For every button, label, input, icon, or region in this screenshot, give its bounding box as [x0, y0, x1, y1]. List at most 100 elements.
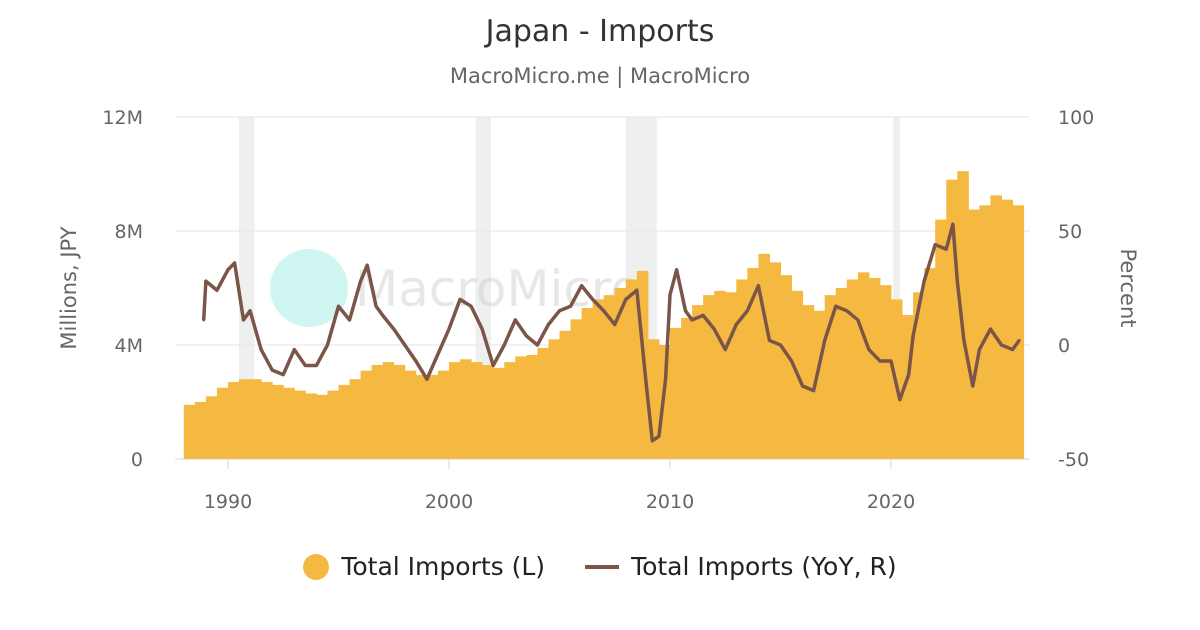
import-bar	[946, 179, 958, 459]
import-bar	[504, 362, 516, 459]
yoy-point	[403, 343, 407, 347]
yoy-point	[650, 439, 654, 443]
yoy-point	[745, 309, 749, 313]
yoy-point	[1000, 343, 1003, 347]
yoy-point	[325, 343, 329, 347]
yoy-point	[602, 309, 606, 313]
import-bar	[813, 310, 826, 459]
import-bar	[802, 305, 815, 459]
import-bar	[1012, 205, 1025, 459]
import-bar	[371, 364, 384, 459]
import-bar	[382, 362, 395, 459]
yoy-point	[491, 364, 495, 368]
yoy-point	[580, 284, 584, 288]
y-left-tick-label: 4M	[115, 335, 143, 357]
import-bar	[415, 374, 428, 459]
yoy-point	[414, 359, 418, 363]
legend: Total Imports (L) Total Imports (YoY, R)	[0, 552, 1200, 581]
x-tick-label: 2020	[867, 491, 915, 513]
chart-title: Japan - Imports	[485, 14, 715, 49]
import-bar	[548, 339, 560, 459]
import-bar	[703, 295, 715, 459]
yoy-point	[878, 359, 882, 363]
import-bar	[924, 268, 936, 459]
legend-item-total-imports-yoy[interactable]: Total Imports (YoY, R)	[585, 552, 897, 581]
yoy-point	[365, 263, 369, 267]
y-left-tick-label: 8M	[115, 221, 143, 243]
import-bar	[857, 272, 870, 459]
yoy-point	[889, 359, 893, 363]
yoy-point	[845, 309, 849, 313]
x-tick-label: 2000	[425, 491, 473, 513]
yoy-point	[756, 284, 760, 288]
import-bar	[327, 390, 339, 459]
legend-item-total-imports[interactable]: Total Imports (L)	[303, 552, 545, 581]
yoy-point	[215, 288, 219, 292]
import-bar	[482, 364, 494, 459]
import-bar	[1001, 199, 1014, 459]
yoy-point	[898, 398, 902, 402]
yoy-point	[701, 313, 705, 317]
yoy-point	[657, 434, 661, 438]
yoy-point	[668, 293, 672, 297]
import-bar	[670, 327, 682, 459]
yoy-point	[546, 322, 550, 326]
import-bar	[305, 393, 317, 459]
import-bar	[681, 317, 693, 459]
yoy-point	[635, 288, 639, 292]
yoy-point	[933, 243, 937, 247]
yoy-point	[425, 377, 429, 381]
recession-band	[893, 117, 900, 459]
import-bar	[736, 279, 748, 459]
yoy-point	[675, 268, 679, 272]
import-bar	[824, 295, 837, 459]
recession-band	[239, 117, 255, 459]
yoy-point	[834, 304, 838, 308]
import-bar	[250, 379, 262, 459]
yoy-point	[241, 318, 245, 322]
yoy-point	[779, 343, 782, 347]
import-bar	[658, 345, 671, 459]
yoy-point	[513, 318, 517, 322]
yoy-point	[944, 247, 948, 251]
yoy-point	[202, 318, 206, 322]
import-bar	[692, 305, 704, 459]
import-bar	[570, 319, 583, 459]
import-bar	[559, 330, 572, 459]
import-bar	[592, 299, 605, 459]
yoy-point	[971, 384, 975, 388]
import-bar	[393, 364, 406, 459]
y-left-tick-label: 0	[131, 449, 143, 471]
yoy-point	[337, 304, 340, 308]
chart-subtitle: MacroMicro.me | MacroMicro	[449, 64, 751, 88]
import-bar	[283, 387, 295, 459]
yoy-point	[801, 384, 805, 388]
import-bar	[493, 367, 505, 459]
import-bar	[581, 307, 594, 459]
yoy-point	[226, 268, 230, 272]
yoy-line	[201, 222, 1021, 443]
yoy-point	[524, 334, 528, 338]
yoy-point	[1017, 338, 1021, 342]
import-bar	[460, 359, 472, 459]
import-bar	[979, 205, 991, 459]
import-bar	[725, 292, 737, 459]
yoy-point	[867, 348, 871, 352]
import-bar	[449, 362, 461, 459]
yoy-point	[644, 377, 648, 381]
yoy-point	[374, 304, 378, 308]
yoy-point	[436, 352, 440, 356]
yoy-point	[281, 373, 285, 377]
yoy-point	[381, 313, 385, 317]
yoy-point	[233, 261, 237, 265]
yoy-point	[767, 338, 771, 342]
yoy-point	[690, 318, 694, 322]
y-right-tick-label: 50	[1058, 221, 1082, 243]
yoy-point	[314, 364, 318, 368]
import-bar	[526, 354, 538, 459]
legend-label: Total Imports (L)	[341, 552, 546, 581]
yoy-point	[922, 279, 926, 283]
yoy-point	[723, 348, 727, 352]
yoy-point	[613, 322, 617, 326]
import-bar	[769, 262, 781, 459]
